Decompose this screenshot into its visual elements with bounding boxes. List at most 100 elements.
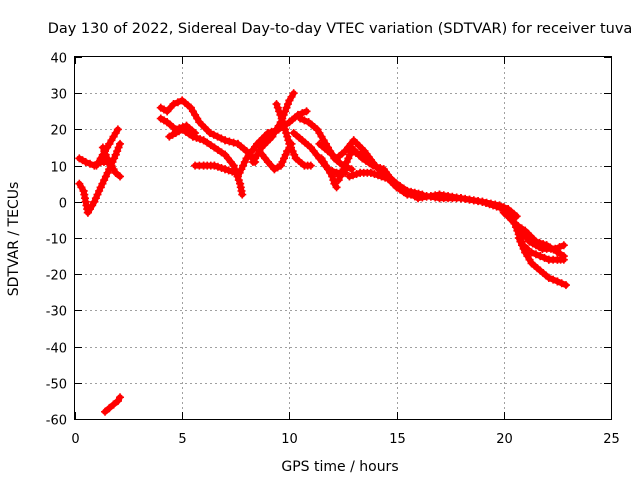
data-point-marker	[342, 157, 351, 166]
data-point-marker	[116, 139, 125, 148]
data-point-marker	[93, 190, 102, 199]
data-point-marker	[337, 168, 346, 177]
data-point-marker	[103, 168, 112, 177]
y-tick-label: -30	[46, 305, 67, 320]
data-point-marker	[349, 171, 358, 180]
data-point-marker	[512, 212, 521, 221]
y-tick-label: -10	[46, 233, 67, 248]
y-tick-label: 10	[50, 161, 67, 176]
data-point-marker	[221, 165, 230, 174]
data-point-marker	[531, 250, 540, 259]
data-point-marker	[275, 107, 284, 116]
data-point-marker	[352, 170, 361, 179]
data-point-marker	[100, 176, 109, 185]
data-point-marker	[481, 199, 490, 208]
data-point-marker	[95, 186, 104, 195]
data-point-marker	[276, 110, 285, 119]
data-point-marker	[374, 171, 383, 180]
data-point-marker	[210, 161, 219, 170]
data-point-marker	[116, 393, 125, 402]
data-point-marker	[282, 129, 291, 138]
data-point-marker	[116, 172, 125, 181]
data-point-marker	[300, 116, 309, 125]
data-point-marker	[285, 139, 294, 148]
data-point-marker	[496, 203, 505, 212]
data-point-marker	[341, 161, 350, 170]
data-point-marker	[213, 132, 222, 141]
chart-title: Day 130 of 2022, Sidereal Day-to-day VTE…	[48, 21, 633, 37]
x-tick-label: 10	[281, 432, 298, 447]
data-point-marker	[372, 162, 381, 171]
data-point-marker	[229, 138, 238, 147]
x-tick-label: 0	[71, 432, 79, 447]
data-point-marker	[224, 166, 233, 175]
data-point-marker	[233, 172, 242, 181]
data-point-marker	[516, 237, 525, 246]
data-point-marker	[283, 100, 292, 109]
data-point-marker	[345, 150, 354, 159]
data-point-marker	[347, 165, 356, 174]
x-axis-label: GPS time / hours	[281, 459, 398, 475]
data-point-marker	[531, 237, 540, 246]
data-point-marker	[288, 147, 297, 156]
data-point-marker	[334, 176, 343, 185]
plot-frame	[74, 56, 612, 420]
data-point-marker	[283, 132, 292, 141]
data-point-marker	[370, 170, 379, 179]
x-tick-label: 5	[178, 432, 186, 447]
data-point-marker	[339, 165, 348, 174]
data-point-marker	[366, 168, 375, 177]
data-point-marker	[485, 200, 494, 209]
data-point-marker	[86, 159, 95, 168]
y-tick-label: -60	[46, 414, 67, 429]
y-tick-label: 40	[50, 52, 67, 67]
data-point-marker	[549, 275, 558, 284]
data-point-marker	[332, 183, 341, 192]
data-point-marker	[239, 161, 248, 170]
data-point-marker	[240, 157, 249, 166]
data-point-marker	[90, 197, 99, 206]
data-point-marker	[114, 143, 123, 152]
data-point-marker	[282, 103, 291, 112]
data-point-marker	[302, 107, 311, 116]
data-markers	[75, 89, 570, 416]
data-point-marker	[287, 143, 296, 152]
x-tick-label: 20	[496, 432, 513, 447]
x-tick-label: 25	[603, 432, 620, 447]
data-point-marker	[290, 150, 299, 159]
data-point-marker	[557, 279, 566, 288]
data-point-marker	[113, 125, 122, 134]
data-point-marker	[277, 114, 286, 123]
x-tick-label: 15	[389, 432, 406, 447]
data-point-marker	[390, 179, 399, 188]
data-point-marker	[518, 241, 527, 250]
data-point-marker	[225, 137, 234, 146]
data-point-marker	[81, 157, 90, 166]
data-point-marker	[281, 125, 290, 134]
data-point-marker	[235, 168, 244, 177]
data-point-marker	[217, 164, 226, 173]
data-point-marker	[110, 154, 119, 163]
data-point-marker	[91, 194, 100, 203]
data-point-marker	[272, 100, 281, 109]
data-point-marker	[217, 134, 226, 143]
data-point-marker	[238, 190, 247, 199]
data-point-marker	[519, 244, 528, 253]
data-point-marker	[105, 404, 114, 413]
data-point-marker	[514, 234, 523, 242]
data-point-marker	[213, 162, 222, 171]
data-point-marker	[273, 103, 282, 112]
y-tick-label: 30	[50, 88, 67, 103]
data-point-marker	[369, 161, 378, 170]
data-point-marker	[111, 150, 120, 159]
data-point-marker	[113, 147, 122, 156]
data-point-marker	[169, 100, 178, 109]
data-point-marker	[101, 407, 110, 416]
data-point-marker	[192, 133, 201, 142]
data-point-marker	[278, 118, 287, 127]
data-point-marker	[345, 172, 354, 181]
data-point-marker	[540, 253, 549, 262]
data-point-marker	[344, 154, 353, 163]
data-point-marker	[561, 281, 570, 290]
